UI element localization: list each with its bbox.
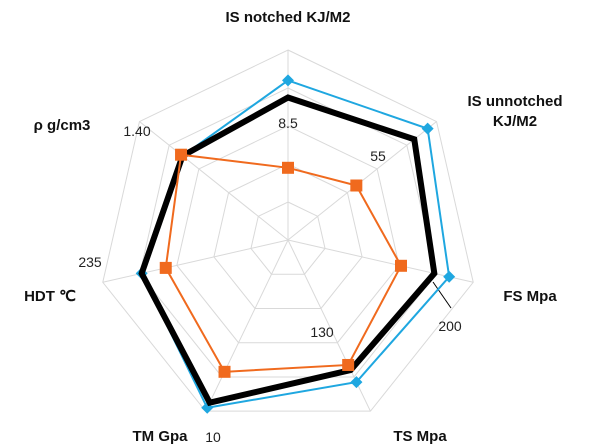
- grid-ring: [213, 163, 363, 309]
- marker: [342, 358, 355, 371]
- marker: [175, 148, 188, 161]
- marker: [394, 259, 407, 272]
- marker: [282, 74, 294, 87]
- grid-ring: [102, 49, 474, 412]
- annotation: 10: [205, 429, 221, 445]
- annotation: 200: [438, 318, 462, 334]
- annotation: 8.5: [278, 115, 298, 131]
- axis-label: IS unnotched KJ/M2: [467, 92, 563, 130]
- spoke: [139, 121, 289, 241]
- spoke: [287, 239, 474, 283]
- marker: [421, 122, 434, 135]
- marker: [350, 179, 363, 192]
- axis-label: FS Mpa: [503, 287, 557, 305]
- marker: [218, 365, 231, 378]
- annotation: 55: [370, 148, 386, 164]
- series-line: [138, 94, 438, 407]
- spoke: [102, 239, 289, 283]
- axis-label: TS Mpa: [393, 427, 447, 445]
- marker: [159, 261, 172, 274]
- series-line: [164, 153, 403, 373]
- axis-label: IS notched KJ/M2: [225, 8, 351, 26]
- annotation: 235: [78, 254, 102, 270]
- spoke: [205, 239, 289, 412]
- marker: [282, 161, 294, 174]
- annotation: 130: [310, 324, 334, 340]
- axis-label: HDT ℃: [24, 287, 76, 305]
- grid-ring: [176, 125, 400, 344]
- grid-ring: [250, 201, 326, 275]
- leader-line: [432, 281, 452, 309]
- annotation: 1.40: [123, 123, 151, 139]
- grid-ring: [139, 87, 437, 378]
- marker: [443, 270, 456, 283]
- axis-label: TM Gpa: [132, 427, 188, 445]
- marker: [350, 376, 363, 389]
- axis-label: ρ g/cm3: [33, 116, 91, 134]
